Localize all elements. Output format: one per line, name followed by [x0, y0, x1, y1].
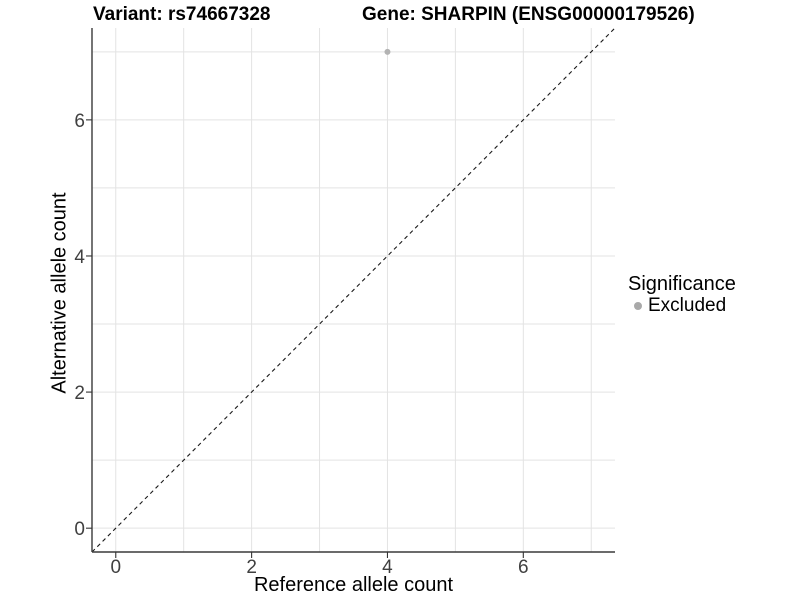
- x-tick-label-2: 2: [246, 557, 257, 578]
- legend-item-label: Excluded: [648, 295, 727, 316]
- legend-title: Significance: [628, 273, 736, 295]
- plot-title-variant: Variant: rs74667328: [93, 4, 271, 25]
- legend: Significance Excluded: [628, 273, 736, 316]
- y-tick-label-4: 4: [74, 247, 85, 268]
- data-point-excluded: [384, 48, 391, 55]
- x-axis-title: Reference allele count: [253, 574, 453, 596]
- y-tick-label-0: 0: [74, 519, 85, 540]
- x-tick-label-4: 4: [382, 557, 393, 578]
- y-tick-label-6: 6: [74, 111, 85, 132]
- legend-point-icon: [634, 301, 642, 310]
- x-tick-label-6: 6: [518, 557, 529, 578]
- plot-title-gene: Gene: SHARPIN (ENSG00000179526): [362, 4, 695, 25]
- y-tick-label-2: 2: [74, 383, 85, 404]
- y-axis-title: Alternative allele count: [48, 192, 71, 394]
- x-tick-label-0: 0: [110, 557, 121, 578]
- legend-item-excluded: Excluded: [628, 295, 736, 316]
- identity-dashed-line: [91, 27, 616, 553]
